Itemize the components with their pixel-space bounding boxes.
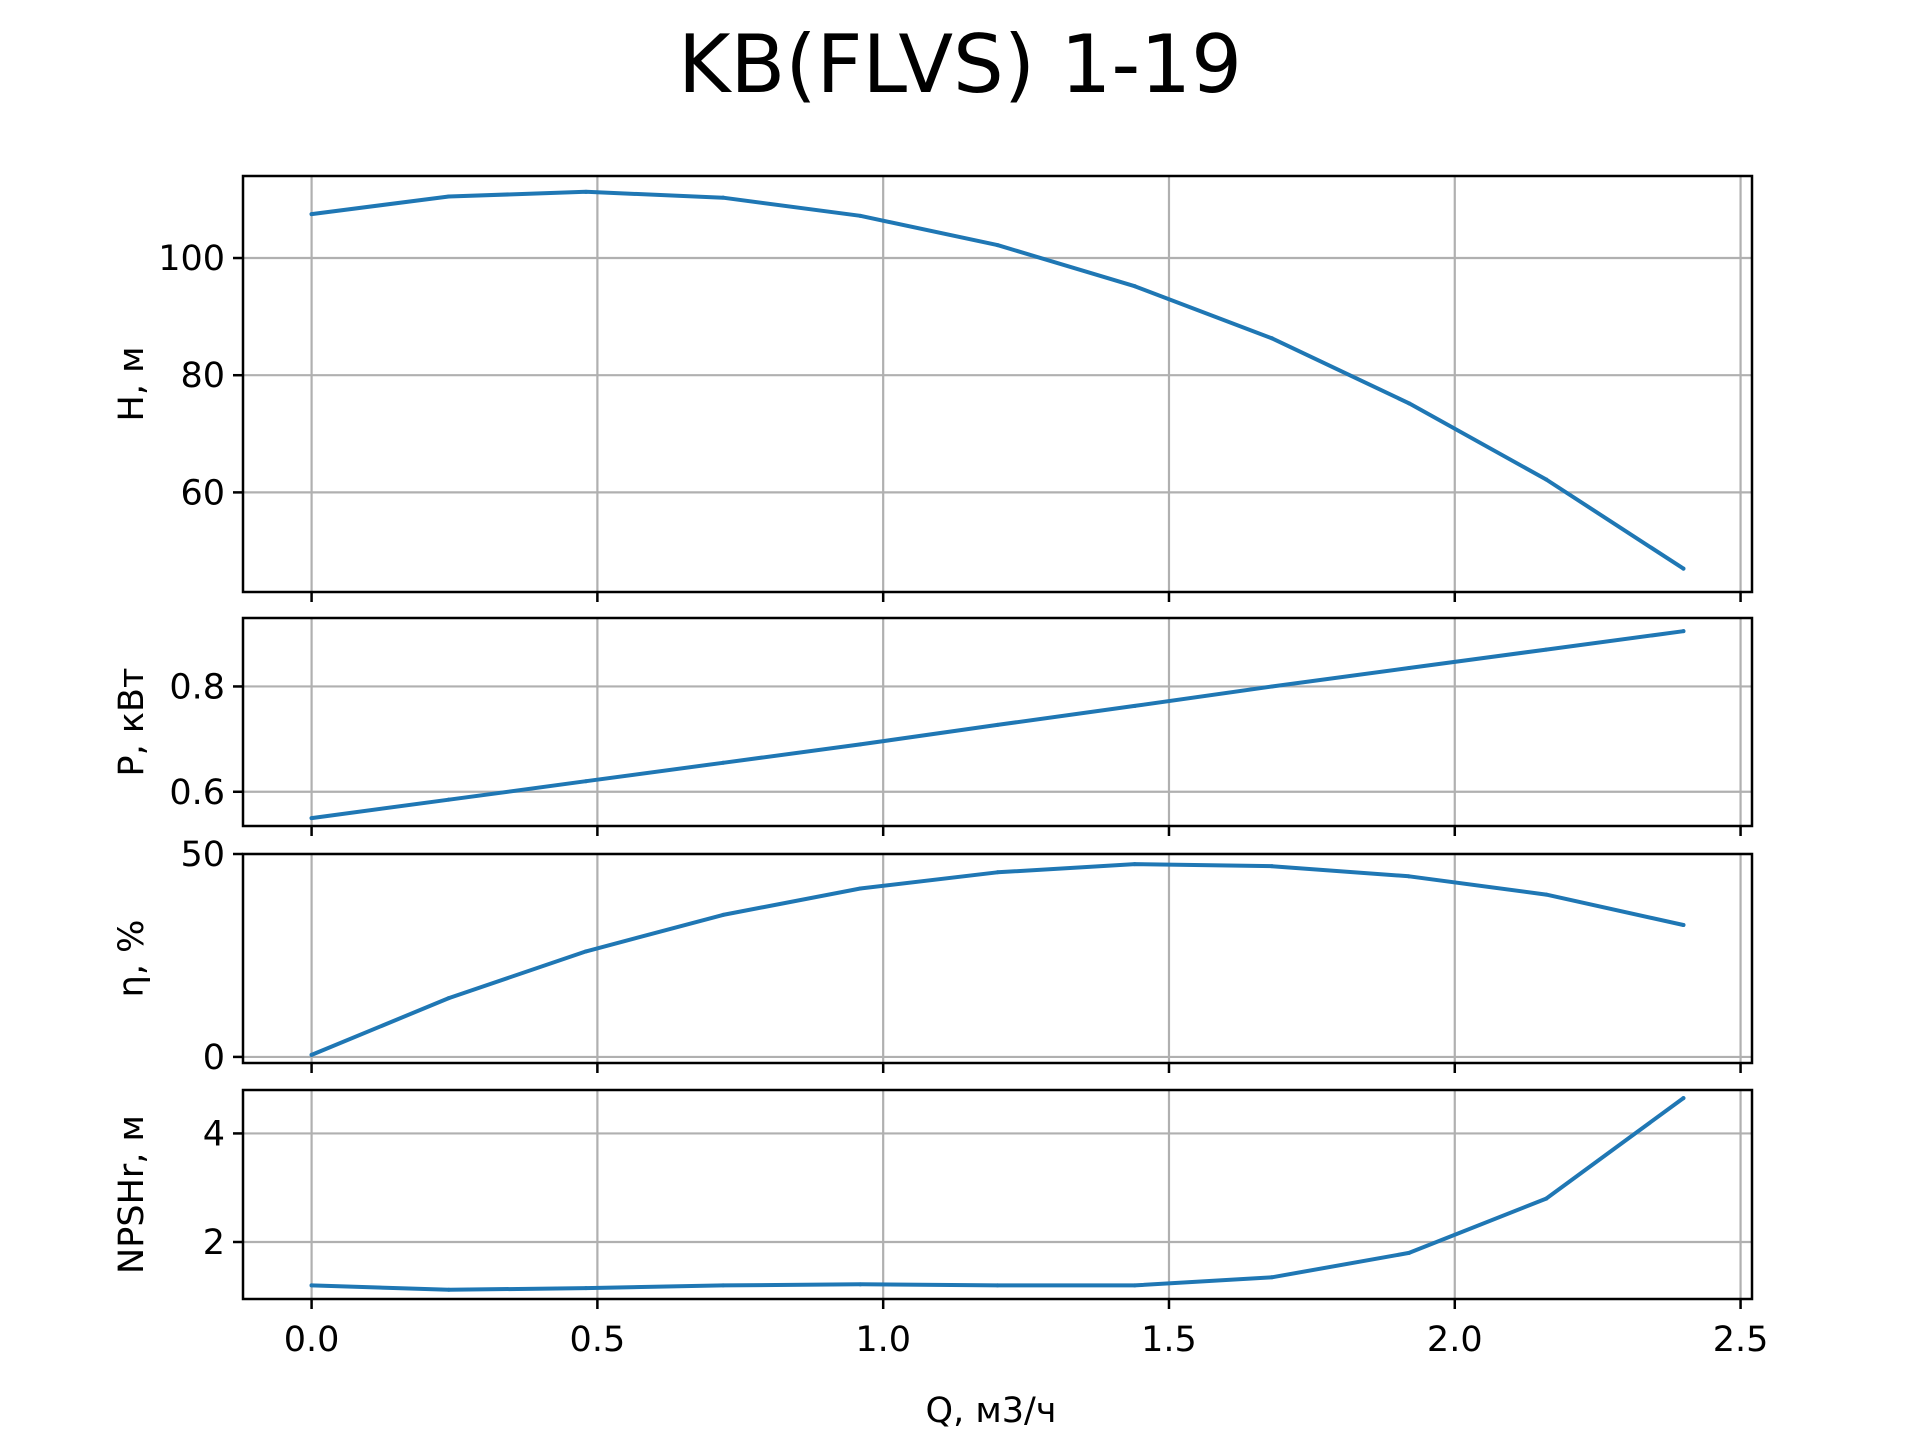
x-tick-label: 1.0 (855, 1320, 911, 1360)
subplot-2: 0.6 0.8 P, кВт (112, 616, 1754, 836)
data-point (1269, 864, 1274, 869)
data-point (583, 1286, 588, 1291)
data-point (446, 797, 451, 802)
data-point (858, 213, 863, 218)
data-point (309, 816, 314, 821)
y-axis-label: NPSHr, м (112, 1115, 152, 1274)
data-point (1269, 336, 1274, 341)
data-point (858, 886, 863, 891)
data-point (858, 742, 863, 747)
data-point (309, 1052, 314, 1057)
data-point (1269, 684, 1274, 689)
data-point (995, 243, 1000, 248)
data-point (309, 212, 314, 217)
axes-frame (241, 616, 1754, 828)
data-point (1132, 1283, 1137, 1288)
y-axis-label: η, % (112, 920, 152, 998)
data-point (721, 760, 726, 765)
subplot-panels: 60 80 100 H, м 0.6 0.8 P, кВт 0 50 η, % 0.0 0.5 1.0 1… (112, 174, 1769, 1360)
y-tick-label: 50 (180, 835, 225, 875)
data-point (1544, 477, 1549, 482)
data-point (1407, 666, 1412, 671)
subplot-1: 60 80 100 H, м (112, 174, 1754, 602)
axes-frame (241, 852, 1754, 1065)
data-point (721, 195, 726, 200)
data-point (1681, 1096, 1686, 1101)
data-point (1544, 647, 1549, 652)
series-line (309, 1096, 1686, 1292)
data-point (1681, 629, 1686, 634)
y-tick-label: 4 (203, 1114, 225, 1154)
y-axis-label: H, м (112, 347, 152, 422)
data-point (583, 189, 588, 194)
data-point (1407, 874, 1412, 879)
y-tick-label: 0.8 (169, 667, 225, 707)
x-tick-label: 0.0 (284, 1320, 340, 1360)
axes-frame (241, 1088, 1754, 1301)
data-point (1544, 1196, 1549, 1201)
data-point (1681, 566, 1686, 571)
data-point (1407, 1250, 1412, 1255)
y-tick-label: 100 (158, 239, 225, 279)
series-line (309, 862, 1686, 1057)
data-point (446, 194, 451, 199)
data-point (1132, 703, 1137, 708)
data-point (1269, 1275, 1274, 1280)
y-tick-label: 0.6 (169, 773, 225, 813)
data-point (1132, 862, 1137, 867)
data-point (721, 912, 726, 917)
x-axis-label: Q, м3/ч (926, 1391, 1057, 1431)
y-tick-label: 0 (203, 1038, 225, 1078)
data-point (995, 870, 1000, 875)
chart-title: KB(FLVS) 1-19 (678, 18, 1242, 111)
x-tick-label: 0.5 (570, 1320, 626, 1360)
x-tick-label: 2.5 (1713, 1320, 1769, 1360)
data-point (446, 996, 451, 1001)
data-point (1544, 892, 1549, 897)
subplot-4: 0.0 0.5 1.0 1.5 2.0 2.5 2 4 NPSHr, м (112, 1088, 1769, 1360)
y-tick-label: 60 (180, 473, 225, 513)
data-point (858, 1282, 863, 1287)
data-point (583, 779, 588, 784)
y-tick-label: 80 (180, 356, 225, 396)
y-axis-label: P, кВт (112, 668, 152, 777)
x-tick-label: 1.5 (1141, 1320, 1197, 1360)
data-point (583, 949, 588, 954)
data-point (721, 1283, 726, 1288)
axes-frame (241, 174, 1754, 594)
data-point (995, 722, 1000, 727)
subplot-3: 0 50 η, % (112, 835, 1754, 1078)
data-point (995, 1283, 1000, 1288)
data-point (1407, 401, 1412, 406)
data-point (1681, 923, 1686, 928)
data-point (309, 1283, 314, 1288)
data-point (1132, 284, 1137, 289)
data-point (446, 1287, 451, 1292)
series-line (309, 189, 1686, 571)
y-tick-label: 2 (203, 1223, 225, 1263)
x-tick-label: 2.0 (1427, 1320, 1483, 1360)
